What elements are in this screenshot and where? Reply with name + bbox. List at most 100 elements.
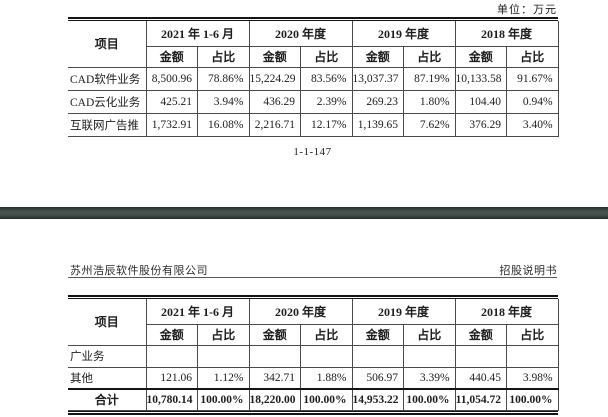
header-row-metrics: 金额 占比 金额 占比 金额 占比 金额 占比 (68, 323, 559, 346)
table-cell: 15,224.29 (248, 66, 301, 91)
table-cell: 2.39% (300, 89, 353, 114)
table-row-cad-cloud: CAD云化业务 425.21 3.94% 436.29 2.39% 269.23… (68, 89, 559, 114)
table-cell: 91.67% (506, 66, 559, 91)
table-cell: 100.00% (300, 388, 353, 411)
table-top-double-border (68, 295, 558, 299)
table-cell: 10,780.14 (145, 388, 198, 411)
table-cell: 3.94% (197, 89, 250, 114)
table-cell: 506.97 (351, 366, 405, 390)
table-cell: 78.86% (197, 66, 250, 91)
revenue-table: 项目 2021 年 1-6 月 2020 年度 2019 年度 2018 年度 … (68, 21, 559, 137)
table-cell: 10,133.58 (454, 66, 508, 91)
row-label-total: 合计 (68, 388, 147, 411)
table-cell: 1.88% (300, 366, 353, 390)
col-header-2021: 2021 年 1-6 月 (145, 299, 250, 325)
table-cell: 7.62% (403, 112, 456, 137)
subheader-ratio: 占比 (506, 45, 559, 68)
page2-header: 苏州浩辰软件股份有限公司 招股说明书 (68, 262, 557, 277)
col-header-2021: 2021 年 1-6 月 (145, 21, 250, 47)
table-cell: 8,500.96 (145, 66, 198, 91)
table-cell: 342.71 (248, 366, 301, 390)
table-cell: 100.00% (197, 388, 250, 411)
col-header-2020: 2020 年度 (248, 21, 353, 47)
row-label: 其他 (68, 366, 147, 390)
header-row-metrics: 金额 占比 金额 占比 金额 占比 金额 占比 (68, 45, 559, 68)
table-cell: 83.56% (300, 66, 353, 91)
subheader-ratio: 占比 (300, 45, 353, 68)
table-row-cad-software: CAD软件业务 8,500.96 78.86% 15,224.29 83.56%… (68, 66, 559, 91)
col-header-2019: 2019 年度 (351, 299, 456, 325)
col-header-2018: 2018 年度 (454, 21, 559, 47)
col-header-2018: 2018 年度 (454, 299, 559, 325)
subheader-amount: 金额 (351, 45, 405, 68)
table-row-total: 合计 10,780.14 100.00% 18,220.00 100.00% 1… (68, 388, 559, 411)
table-cell: 18,220.00 (248, 388, 301, 411)
table-cell: 269.23 (351, 89, 405, 114)
table-row-other: 其他 121.06 1.12% 342.71 1.88% 506.97 3.39… (68, 366, 559, 390)
table-cell: 100.00% (403, 388, 456, 411)
table-cell: 3.40% (506, 112, 559, 137)
table-cell (351, 344, 405, 368)
table-cell: 425.21 (145, 89, 198, 114)
table-cell (197, 344, 250, 368)
company-name: 苏州浩辰软件股份有限公司 (70, 265, 208, 277)
revenue-table-page2: 项目 2021 年 1-6 月 2020 年度 2019 年度 2018 年度 … (68, 295, 559, 415)
unit-label: 单位：万元 (497, 4, 557, 16)
table-cell: 3.39% (403, 366, 456, 390)
table-cell: 440.45 (454, 366, 508, 390)
table-cell: 2,216.71 (248, 112, 301, 137)
page-number: 1-1-147 (293, 146, 332, 158)
subheader-amount: 金额 (248, 323, 301, 346)
table-cell: 1,139.65 (351, 112, 405, 137)
table-cell (248, 344, 301, 368)
table-cell: 436.29 (248, 89, 301, 114)
table-cell: 14,953.22 (351, 388, 405, 411)
table-cell: 87.19% (403, 66, 456, 91)
header-rule (68, 277, 557, 278)
row-label: 广业务 (68, 344, 147, 368)
table-cell: 121.06 (145, 366, 198, 390)
subheader-amount: 金额 (454, 45, 508, 68)
table-cell: 3.98% (506, 366, 559, 390)
table-cell: 0.94% (506, 89, 559, 114)
table-cell: 13,037.37 (351, 66, 405, 91)
revenue-table-page1: 项目 2021 年 1-6 月 2020 年度 2019 年度 2018 年度 … (68, 17, 559, 137)
subheader-amount: 金额 (248, 45, 301, 68)
table-cell: 1,732.91 (145, 112, 198, 137)
revenue-table-continued: 项目 2021 年 1-6 月 2020 年度 2019 年度 2018 年度 … (68, 299, 559, 411)
row-label: CAD云化业务 (68, 89, 147, 114)
table-top-double-border (68, 17, 558, 21)
document-type-label: 招股说明书 (499, 265, 557, 277)
table-row-internet-ads: 互联网广告推 1,732.91 16.08% 2,216.71 12.17% 1… (68, 112, 559, 137)
row-label: 互联网广告推 (68, 112, 147, 137)
table-cell (506, 344, 559, 368)
subheader-ratio: 占比 (197, 45, 250, 68)
col-header-2019: 2019 年度 (351, 21, 456, 47)
subheader-amount: 金额 (454, 323, 508, 346)
subheader-amount: 金额 (145, 45, 198, 68)
row-label: CAD软件业务 (68, 66, 147, 91)
col-header-2020: 2020 年度 (248, 299, 353, 325)
subheader-ratio: 占比 (403, 323, 456, 346)
subheader-ratio: 占比 (300, 323, 353, 346)
col-header-item: 项目 (68, 299, 147, 346)
table-cell (403, 344, 456, 368)
table-cell: 16.08% (197, 112, 250, 137)
table-cell: 1.12% (197, 366, 250, 390)
page-divider-bar (0, 207, 608, 219)
table-cell: 104.40 (454, 89, 508, 114)
subheader-ratio: 占比 (403, 45, 456, 68)
subheader-ratio: 占比 (197, 323, 250, 346)
table-cell: 376.29 (454, 112, 508, 137)
header-row-periods: 项目 2021 年 1-6 月 2020 年度 2019 年度 2018 年度 (68, 21, 559, 68)
subheader-ratio: 占比 (506, 323, 559, 346)
table-bottom-double-border (68, 410, 558, 415)
table-cell: 100.00% (506, 388, 559, 411)
table-cell: 12.17% (300, 112, 353, 137)
table-row-ads-continued: 广业务 (68, 344, 559, 368)
table-cell: 11,054.72 (454, 388, 508, 411)
table-cell: 1.80% (403, 89, 456, 114)
table-cell (454, 344, 508, 368)
col-header-item: 项目 (68, 21, 147, 68)
